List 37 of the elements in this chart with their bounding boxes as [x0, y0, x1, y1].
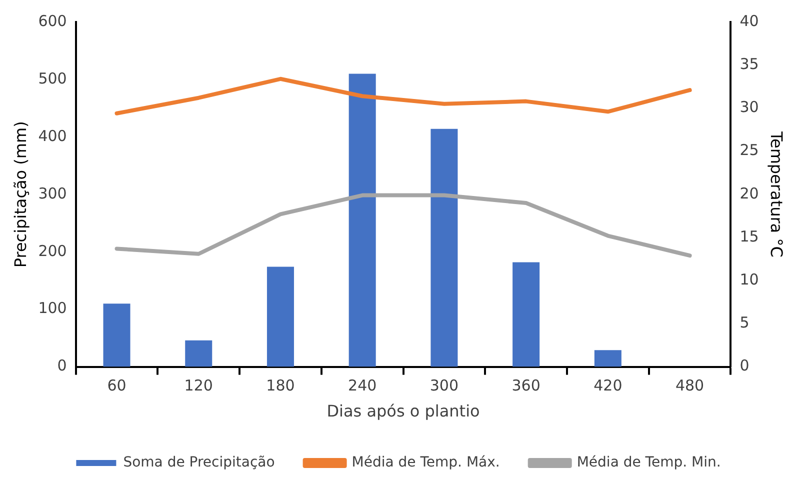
y2-tick-label: 15 [740, 227, 759, 246]
y2-tick-label: 20 [740, 184, 759, 202]
y-tick-label: 100 [38, 299, 67, 318]
x-tick-label: 420 [594, 376, 622, 395]
legend-label: Soma de Precipitação [123, 454, 275, 471]
x-tick-label: 60 [107, 376, 126, 395]
y2-tick-label: 30 [740, 98, 759, 116]
y-tick-label: 500 [38, 69, 67, 88]
x-tick-label: 180 [266, 376, 295, 395]
y-tick-label: 300 [38, 184, 67, 202]
y-tick-label: 600 [38, 12, 67, 30]
y-tick-label: 400 [38, 126, 67, 145]
y2-tick-label: 0 [740, 356, 750, 375]
bar [103, 304, 130, 367]
x-tick-label: 240 [348, 376, 377, 395]
y2-tick-label: 35 [740, 54, 759, 73]
bar [594, 350, 622, 367]
x-tick-label: 360 [512, 376, 540, 395]
y2-tick-label: 5 [740, 314, 750, 332]
x-tick-label: 300 [430, 376, 459, 395]
bar [266, 266, 294, 367]
bar [348, 74, 376, 367]
y-axis-title: Precipitação (mm) [10, 121, 30, 268]
legend-label: Média de Temp. Min. [576, 454, 721, 471]
y-tick-label: 0 [57, 356, 67, 375]
bar [512, 262, 540, 367]
x-tick-label: 120 [184, 376, 213, 395]
bar [430, 128, 458, 367]
y2-tick-label: 40 [740, 12, 759, 30]
y-tick-label: 200 [38, 242, 67, 260]
legend-label: Média de Temp. Máx. [352, 454, 500, 471]
y2-axis-title: Temperatura °C [767, 130, 786, 258]
y2-tick-label: 25 [740, 141, 759, 160]
x-axis-title: Dias após o plantio [326, 402, 480, 421]
x-tick-label: 480 [675, 376, 704, 395]
bar [185, 340, 212, 367]
y2-tick-label: 10 [740, 270, 759, 288]
